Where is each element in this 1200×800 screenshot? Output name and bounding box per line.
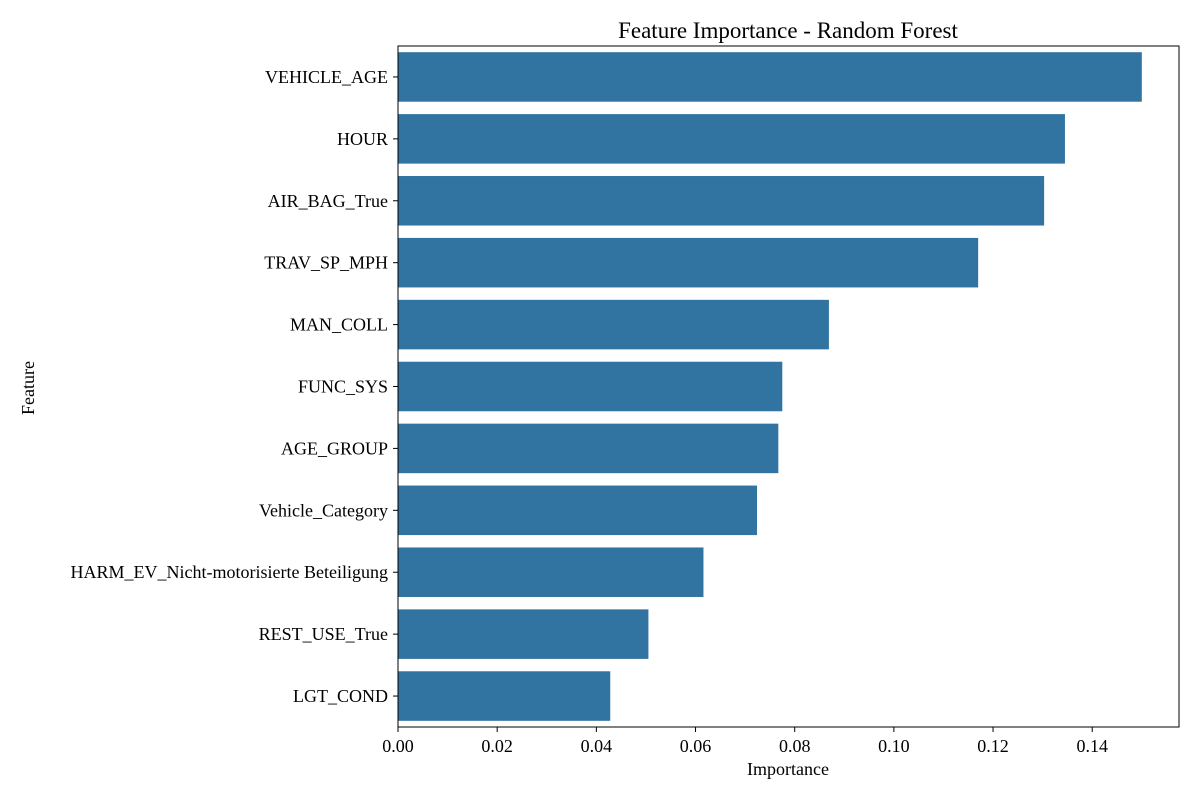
x-tick-label: 0.12 (977, 736, 1009, 756)
x-axis-title: Importance (747, 759, 829, 779)
bar-9 (398, 609, 649, 659)
y-tick-label: VEHICLE_AGE (265, 67, 388, 87)
bar-5 (398, 361, 783, 412)
y-tick-label: AIR_BAG_True (268, 191, 388, 211)
bar-10 (398, 671, 611, 721)
y-tick-label: HARM_EV_Nicht-motorisierte Beteiligung (71, 562, 388, 582)
y-tick-label: Vehicle_Category (259, 500, 388, 520)
bar-1 (398, 114, 1065, 164)
bars-layer (398, 52, 1142, 721)
y-tick-label: HOUR (337, 129, 388, 149)
bar-2 (398, 176, 1045, 226)
bar-7 (398, 485, 758, 536)
x-tick-label: 0.06 (680, 736, 712, 756)
x-tick-label: 0.08 (779, 736, 811, 756)
bar-8 (398, 547, 704, 597)
x-tick-label: 0.14 (1076, 736, 1108, 756)
bar-6 (398, 423, 779, 474)
y-tick-label: MAN_COLL (290, 315, 388, 335)
chart-title: Feature Importance - Random Forest (618, 18, 958, 43)
y-tick-label: FUNC_SYS (298, 377, 388, 397)
x-tick-label: 0.00 (382, 736, 414, 756)
bar-0 (398, 52, 1142, 102)
bar-3 (398, 237, 979, 288)
y-tick-label: AGE_GROUP (281, 438, 388, 458)
y-tick-label: TRAV_SP_MPH (264, 253, 388, 273)
y-tick-label: REST_USE_True (259, 624, 388, 644)
x-tick-label: 0.10 (878, 736, 910, 756)
bar-4 (398, 299, 829, 350)
x-tick-label: 0.04 (581, 736, 613, 756)
y-tick-label: LGT_COND (293, 686, 388, 706)
x-tick-label: 0.02 (481, 736, 513, 756)
plot-frame (397, 45, 1180, 728)
y-axis-title: Feature (18, 361, 38, 415)
axis-layer: VEHICLE_AGE HOUR AIR_BAG_True TRAV_SP_MPH MA… (71, 67, 1108, 756)
